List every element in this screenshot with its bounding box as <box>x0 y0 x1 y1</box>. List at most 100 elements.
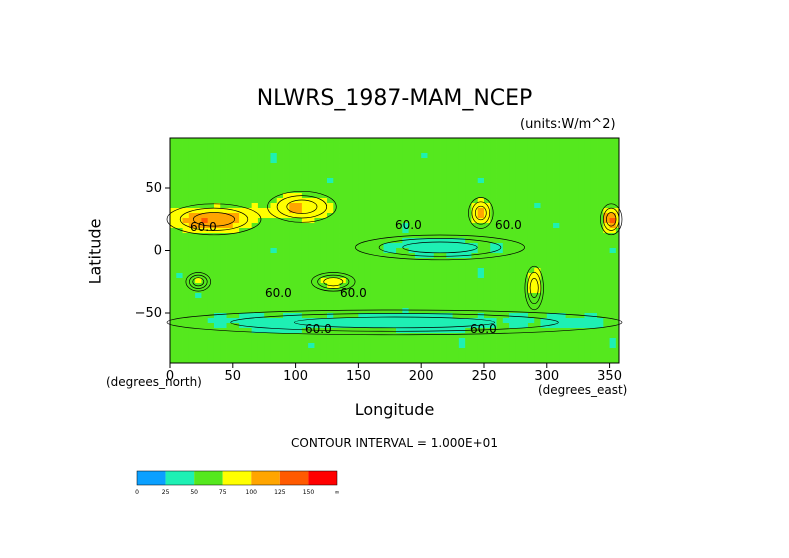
heatmap-cell <box>301 268 309 274</box>
heatmap-cell <box>289 143 296 149</box>
heatmap-cell <box>333 213 340 219</box>
heatmap-cell <box>251 358 259 364</box>
heatmap-cell <box>251 178 259 184</box>
heatmap-cell <box>270 233 278 239</box>
heatmap-cell <box>170 323 177 329</box>
heatmap-cell <box>176 198 183 204</box>
heatmap-cell <box>383 268 391 274</box>
heatmap-cell <box>226 273 234 279</box>
heatmap-cell <box>396 298 403 304</box>
heatmap-cell <box>433 343 441 349</box>
heatmap-cell <box>333 253 340 259</box>
heatmap-cell <box>245 348 253 354</box>
heatmap-cell <box>339 223 347 229</box>
heatmap-cell <box>515 173 523 179</box>
heatmap-cell <box>433 203 441 209</box>
heatmap-cell <box>559 358 567 364</box>
heatmap-cell <box>170 313 177 319</box>
heatmap-cell <box>477 183 485 189</box>
heatmap-cell <box>609 233 617 239</box>
heatmap-cell <box>490 273 497 279</box>
heatmap-cell <box>471 173 479 179</box>
heatmap-cell <box>245 218 253 224</box>
heatmap-cell <box>509 208 516 214</box>
heatmap-cell <box>483 143 491 149</box>
heatmap-cell <box>615 253 620 259</box>
heatmap-cell <box>565 178 573 184</box>
heatmap-cell <box>314 263 322 269</box>
heatmap-cell <box>414 273 422 279</box>
heatmap-cell <box>377 353 384 359</box>
contour-lines <box>166 190 623 336</box>
heatmap-cell <box>352 148 359 154</box>
heatmap-cell <box>402 258 410 264</box>
heatmap-cell <box>220 358 227 364</box>
heatmap-cell <box>534 158 541 164</box>
heatmap-cell <box>364 268 372 274</box>
heatmap-cell <box>314 143 322 149</box>
heatmap-cell <box>264 273 271 279</box>
heatmap-cell <box>540 183 548 189</box>
heatmap-cell <box>289 323 296 329</box>
heatmap-cell <box>326 143 334 149</box>
heatmap-cell <box>370 313 378 319</box>
heatmap-cell <box>276 343 284 349</box>
heatmap-cell <box>509 353 516 359</box>
heatmap-cell <box>578 173 585 179</box>
heatmap-cell <box>440 283 447 289</box>
heatmap-cell <box>559 233 567 239</box>
heatmap-cell <box>220 203 227 209</box>
heatmap-cell <box>402 243 410 249</box>
heatmap-cell <box>370 288 378 294</box>
heatmap-cell <box>320 253 328 259</box>
heatmap-cell <box>364 213 372 219</box>
heatmap-cell <box>201 243 209 249</box>
heatmap-cell <box>597 298 604 304</box>
heatmap-cell <box>289 218 296 224</box>
heatmap-cell <box>170 208 177 214</box>
heatmap-cell <box>301 313 309 319</box>
heatmap-cell <box>245 328 253 334</box>
heatmap-cell <box>534 313 541 319</box>
heatmap-cell <box>615 213 620 219</box>
heatmap-cell <box>295 183 303 189</box>
heatmap-cell <box>207 263 215 269</box>
heatmap-cell <box>383 198 391 204</box>
heatmap-cell <box>496 318 504 324</box>
heatmap-cell <box>427 303 435 309</box>
heatmap-cell <box>188 218 196 224</box>
heatmap-cell <box>339 228 347 234</box>
heatmap-cell <box>283 188 290 194</box>
heatmap-cell <box>534 308 541 314</box>
heatmap-cell <box>540 218 548 224</box>
heatmap-cell <box>452 213 460 219</box>
heatmap-cell <box>201 353 209 359</box>
heatmap-cell <box>408 253 416 259</box>
heatmap-cell <box>383 148 391 154</box>
heatmap-cell <box>402 223 410 229</box>
heatmap-cell <box>226 348 234 354</box>
heatmap-cell <box>370 233 378 239</box>
heatmap-cell <box>515 223 523 229</box>
heatmap-cell <box>421 318 428 324</box>
heatmap-cell <box>320 148 328 154</box>
heatmap-cell <box>352 258 359 264</box>
heatmap-cell <box>232 338 240 344</box>
heatmap-cell <box>245 263 253 269</box>
heatmap-cell <box>201 143 209 149</box>
heatmap-cell <box>502 358 510 364</box>
heatmap-cell <box>559 188 567 194</box>
heatmap-cell <box>603 268 610 274</box>
heatmap-cell <box>220 138 227 144</box>
heatmap-cell <box>276 338 284 344</box>
heatmap-cell <box>458 268 466 274</box>
heatmap-cell <box>590 158 598 164</box>
heatmap-cell <box>370 203 378 209</box>
heatmap-cell <box>226 313 234 319</box>
heatmap-cell <box>590 233 598 239</box>
heatmap-cell <box>377 158 384 164</box>
heatmap-cell <box>471 198 479 204</box>
heatmap-cell <box>571 228 579 234</box>
heatmap-cell <box>496 358 504 364</box>
heatmap-cell <box>207 343 215 349</box>
